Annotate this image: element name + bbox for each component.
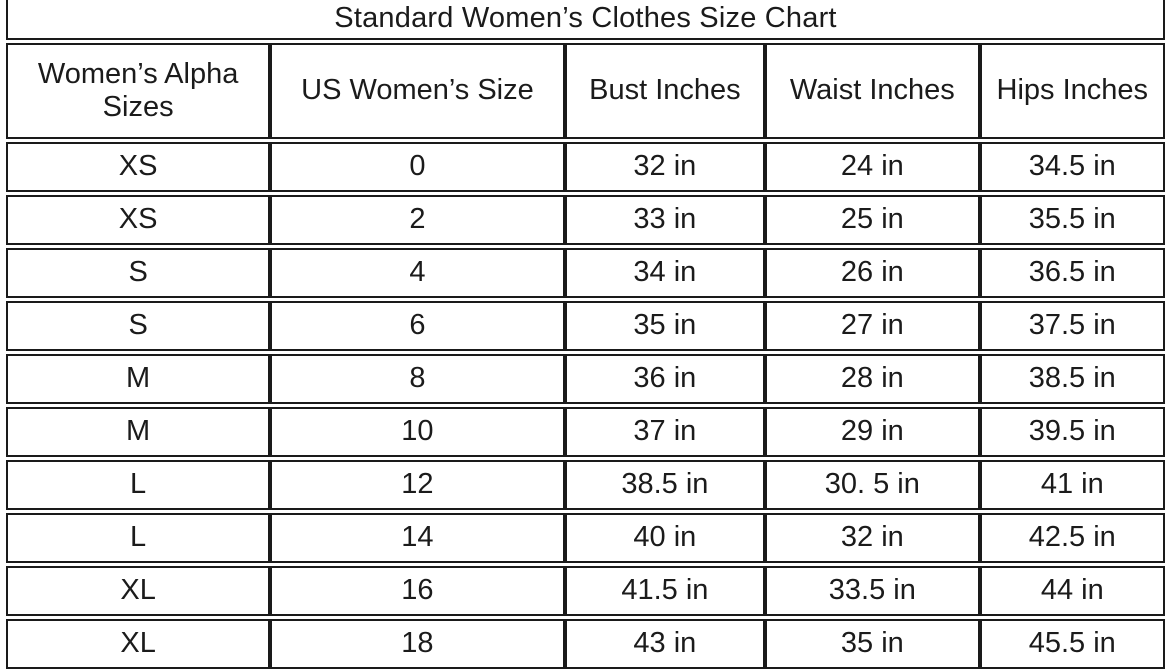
table-cell: 42.5 in [979,513,1165,563]
table-row: XS 0 32 in 24 in 34.5 in [6,142,1165,192]
table-cell: 25 in [765,195,980,245]
table-row: XL 18 43 in 35 in 45.5 in [6,619,1165,669]
table-cell: 36.5 in [979,248,1165,298]
table-cell: 35 in [765,619,980,669]
table-cell: 37 in [564,407,766,457]
table-cell: XS [6,195,271,245]
column-header-bust: Bust Inches [564,43,766,139]
table-cell: L [6,513,271,563]
table-cell: S [6,301,271,351]
table-cell: 2 [270,195,565,245]
table-cell: 4 [270,248,565,298]
table-cell: 28 in [765,354,980,404]
table-cell: 30. 5 in [765,460,980,510]
table-cell: 33 in [564,195,766,245]
table-row: S 4 34 in 26 in 36.5 in [6,248,1165,298]
table-cell: S [6,248,271,298]
table-cell: M [6,354,271,404]
table-cell: 45.5 in [979,619,1165,669]
column-header-alpha-sizes: Women’s Alpha Sizes [6,43,271,139]
size-chart-table: Standard Women’s Clothes Size Chart Wome… [6,0,1165,672]
table-cell: 32 in [564,142,766,192]
table-cell: 35.5 in [979,195,1165,245]
table-cell: 8 [270,354,565,404]
table-cell: 39.5 in [979,407,1165,457]
table-cell: 6 [270,301,565,351]
table-row: L 14 40 in 32 in 42.5 in [6,513,1165,563]
table-cell: 38.5 in [564,460,766,510]
table-cell: 34 in [564,248,766,298]
table-row: M 10 37 in 29 in 39.5 in [6,407,1165,457]
table-cell: XL [6,619,271,669]
table-cell: 37.5 in [979,301,1165,351]
column-header-waist: Waist Inches [765,43,980,139]
table-cell: 33.5 in [765,566,980,616]
table-cell: 32 in [765,513,980,563]
table-cell: XS [6,142,271,192]
table-cell: XL [6,566,271,616]
table-cell: 44 in [979,566,1165,616]
table-row: L 12 38.5 in 30. 5 in 41 in [6,460,1165,510]
table-cell: 38.5 in [979,354,1165,404]
size-chart: Standard Women’s Clothes Size Chart Wome… [6,0,1165,672]
table-cell: 34.5 in [979,142,1165,192]
table-cell: 41 in [979,460,1165,510]
chart-title: Standard Women’s Clothes Size Chart [6,0,1165,40]
table-cell: 35 in [564,301,766,351]
table-cell: L [6,460,271,510]
table-cell: 27 in [765,301,980,351]
table-cell: 24 in [765,142,980,192]
table-cell: 16 [270,566,565,616]
column-header-us-size: US Women’s Size [270,43,565,139]
table-cell: 29 in [765,407,980,457]
table-cell: 18 [270,619,565,669]
table-cell: 40 in [564,513,766,563]
table-cell: 10 [270,407,565,457]
table-cell: M [6,407,271,457]
table-row: XS 2 33 in 25 in 35.5 in [6,195,1165,245]
table-cell: 26 in [765,248,980,298]
header-row: Women’s Alpha Sizes US Women’s Size Bust… [6,43,1165,139]
table-cell: 41.5 in [564,566,766,616]
table-row: S 6 35 in 27 in 37.5 in [6,301,1165,351]
table-cell: 12 [270,460,565,510]
table-cell: 14 [270,513,565,563]
title-row: Standard Women’s Clothes Size Chart [6,0,1165,40]
table-row: XL 16 41.5 in 33.5 in 44 in [6,566,1165,616]
table-cell: 36 in [564,354,766,404]
column-header-hips: Hips Inches [979,43,1165,139]
table-cell: 43 in [564,619,766,669]
table-cell: 0 [270,142,565,192]
table-row: M 8 36 in 28 in 38.5 in [6,354,1165,404]
